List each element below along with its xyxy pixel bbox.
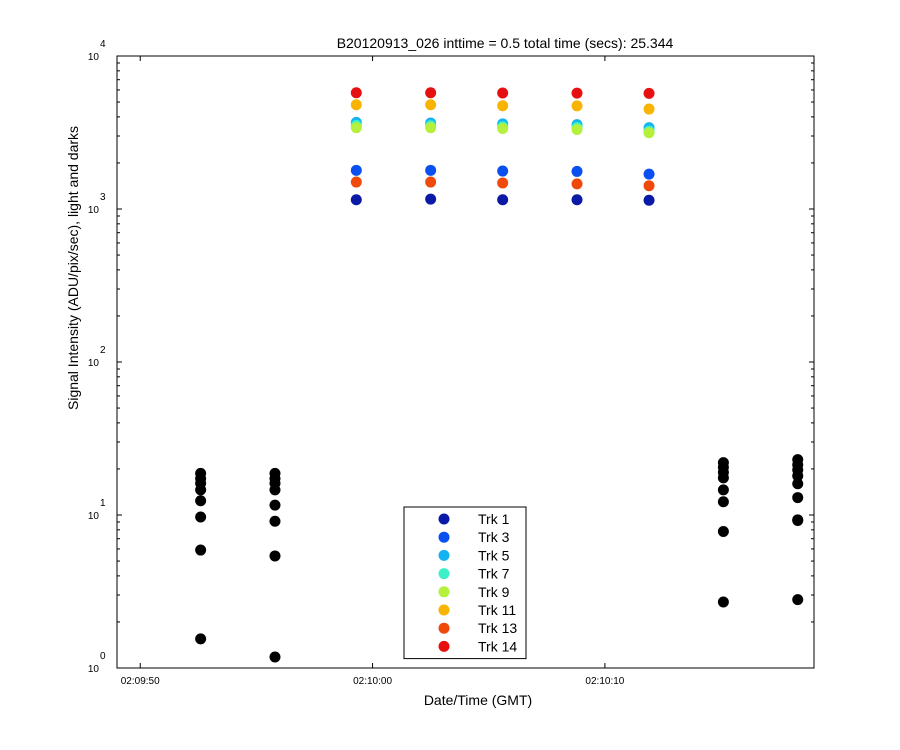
dark-point xyxy=(717,596,729,608)
dark-point xyxy=(792,515,804,527)
point-trk-3 xyxy=(497,165,509,177)
point-trk-11 xyxy=(425,99,437,111)
point-trk-3 xyxy=(350,164,362,176)
dark-point xyxy=(269,651,281,663)
legend-marker xyxy=(438,568,450,580)
point-trk-14 xyxy=(425,87,437,99)
dark-point xyxy=(792,492,804,504)
point-trk-13 xyxy=(497,177,509,189)
legend-entry: Trk 7 xyxy=(478,566,510,582)
point-trk-3 xyxy=(425,164,437,176)
legend-entry: Trk 14 xyxy=(478,638,517,654)
point-trk-13 xyxy=(350,176,362,188)
point-trk-13 xyxy=(643,180,655,192)
y-tick-label-exponent: 4 xyxy=(100,39,106,50)
dark-point xyxy=(269,499,281,511)
point-trk-13 xyxy=(425,176,437,188)
point-trk-13 xyxy=(571,178,583,190)
x-axis-ticks: 02:09:50 02:10:00 02:10:10 xyxy=(121,56,625,687)
dark-point xyxy=(195,495,207,507)
legend-marker xyxy=(438,513,450,525)
legend-entry: Trk 5 xyxy=(478,547,510,563)
x-tick-label: 02:10:00 xyxy=(353,676,392,687)
y-tick-label-base: 10 xyxy=(88,358,100,369)
point-trk-11 xyxy=(497,100,509,112)
y-tick-label-exponent: 1 xyxy=(100,498,106,509)
dark-point xyxy=(195,511,207,523)
legend-entry: Trk 1 xyxy=(478,511,510,527)
legend-marker xyxy=(438,640,450,652)
dark-point xyxy=(792,594,804,606)
point-trk-9 xyxy=(497,122,509,134)
chart-title: B20120913_026 inttime = 0.5 total time (… xyxy=(337,35,674,51)
y-tick-label-base: 10 xyxy=(88,511,100,522)
y-tick-label-base: 10 xyxy=(88,205,100,216)
legend: Trk 1 Trk 3 Trk 5 Trk 7 Trk 9 Trk 11 Trk 13 Trk… xyxy=(403,506,527,660)
dark-point xyxy=(269,484,281,496)
y-tick-label-base: 10 xyxy=(88,664,100,675)
x-axis-label: Date/Time (GMT) xyxy=(424,692,532,708)
dark-point xyxy=(717,526,729,538)
legend-marker xyxy=(438,622,450,634)
point-trk-1 xyxy=(350,194,362,206)
point-trk-9 xyxy=(643,127,655,139)
point-trk-14 xyxy=(350,87,362,99)
legend-entry: Trk 9 xyxy=(478,584,510,600)
legend-marker xyxy=(438,549,450,561)
point-trk-14 xyxy=(643,87,655,99)
legend-marker xyxy=(438,531,450,543)
y-tick-label-exponent: 2 xyxy=(100,345,106,356)
y-tick-label-base: 10 xyxy=(88,52,100,63)
dark-point xyxy=(717,496,729,508)
dark-point xyxy=(792,478,804,490)
point-trk-1 xyxy=(425,193,437,205)
dark-point xyxy=(269,515,281,527)
y-tick-label-exponent: 3 xyxy=(100,192,106,203)
legend-entry: Trk 3 xyxy=(478,529,510,545)
point-trk-14 xyxy=(497,87,509,99)
point-trk-11 xyxy=(571,100,583,112)
legend-marker xyxy=(438,604,450,616)
point-trk-11 xyxy=(350,99,362,111)
data-points xyxy=(195,87,804,663)
dark-point xyxy=(195,633,207,645)
point-trk-3 xyxy=(571,165,583,177)
point-trk-3 xyxy=(643,168,655,180)
dark-point xyxy=(195,544,207,556)
dark-point xyxy=(717,484,729,496)
x-tick-label: 02:09:50 xyxy=(121,676,160,687)
point-trk-11 xyxy=(643,103,655,115)
legend-entry: Trk 13 xyxy=(478,620,517,636)
dark-point xyxy=(717,472,729,484)
x-tick-label: 02:10:10 xyxy=(585,676,624,687)
point-trk-9 xyxy=(571,123,583,135)
legend-box xyxy=(403,506,527,660)
dark-point xyxy=(195,484,207,496)
point-trk-1 xyxy=(497,194,509,206)
point-trk-14 xyxy=(571,87,583,99)
point-trk-9 xyxy=(350,122,362,134)
point-trk-1 xyxy=(571,194,583,206)
point-trk-9 xyxy=(425,122,437,134)
legend-marker xyxy=(438,586,450,598)
dark-point xyxy=(792,470,804,482)
y-axis-label: Signal Intensity (ADU/pix/sec), light an… xyxy=(65,126,81,410)
dark-point xyxy=(269,550,281,562)
point-trk-1 xyxy=(643,194,655,206)
y-tick-label-exponent: 0 xyxy=(100,651,106,662)
legend-entry: Trk 11 xyxy=(478,602,516,618)
